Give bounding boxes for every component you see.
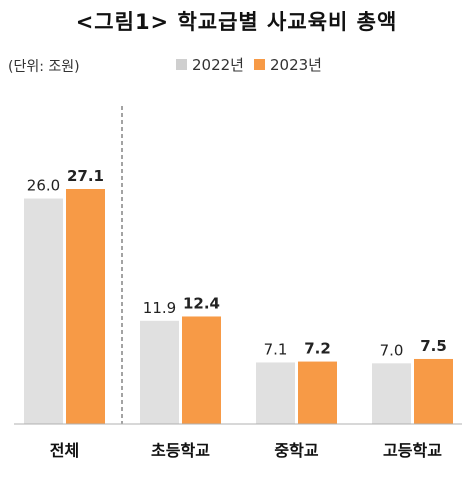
data-label-2023-2: 7.2 [304,340,331,358]
data-label-2023-0: 27.1 [67,167,104,185]
legend-item-2023: 2023년 [253,54,322,75]
category-label-3: 고등학교 [383,441,442,460]
bar-2023-2 [298,361,337,424]
bar-2022-3 [372,363,411,424]
data-label-2023-3: 7.5 [420,337,447,355]
legend-swatch-2023 [253,59,265,70]
legend-item-2022: 2022년 [176,54,244,75]
bar-2023-0 [66,189,105,424]
legend-label-2023: 2023년 [269,56,322,74]
category-label-0: 전체 [50,441,79,460]
data-label-2022-1: 11.9 [143,299,176,317]
legend-swatch-2022 [176,59,187,70]
bar-2022-2 [256,362,295,424]
unit-label: (단위: 조원) [8,59,80,75]
bar-2023-3 [414,358,453,424]
legend-label-2022: 2022년 [192,56,244,74]
category-label-2: 중학교 [274,441,318,460]
bar-2023-1 [182,316,221,424]
data-label-2022-0: 26.0 [27,177,60,195]
data-label-2022-3: 7.0 [380,341,404,359]
legend: 2022년 2023년 [176,54,332,75]
bar-2022-0 [24,198,63,424]
data-label-2023-1: 12.4 [183,294,220,312]
data-label-2022-2: 7.1 [264,340,288,358]
chart-title: <그림1> 학교급별 사교육비 총액 [75,10,398,34]
bar-2022-1 [140,320,179,424]
category-label-1: 초등학교 [151,441,210,460]
